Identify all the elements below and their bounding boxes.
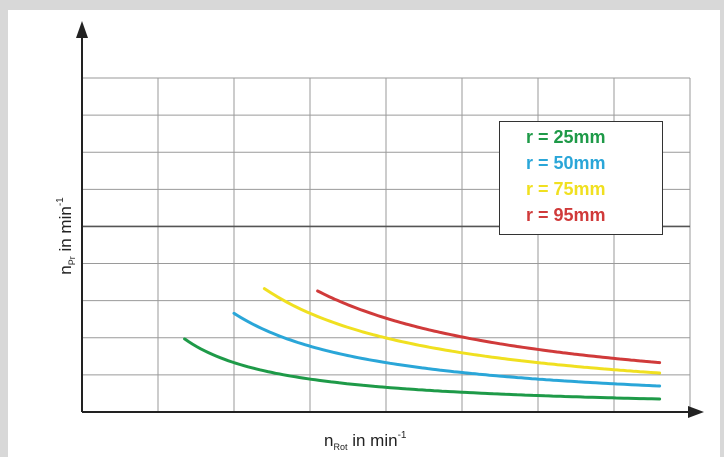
y-axis-title-sup: -1 <box>55 197 66 207</box>
x-axis-title-sub: Rot <box>333 442 348 452</box>
x-axis-title-text: in min <box>347 431 398 450</box>
x-axis-title: nRot in min-1 <box>324 430 406 452</box>
y-axis-title-text: in min <box>56 206 75 257</box>
axes <box>76 21 704 418</box>
x-axis-title-sup: -1 <box>397 430 407 441</box>
series-line-2 <box>232 311 662 388</box>
x-axis-arrow <box>688 406 704 418</box>
y-axis-title-base: n <box>56 265 75 275</box>
legend-item-r95: r = 95mm <box>526 205 606 225</box>
y-axis-title-sub: Pr <box>67 256 77 266</box>
x-axis-title-base: n <box>324 431 334 450</box>
y-axis-title: nPr in min-1 <box>55 197 77 274</box>
series-line-3 <box>262 287 662 375</box>
legend-item-r25: r = 25mm <box>526 127 606 147</box>
legend-item-r75: r = 75mm <box>526 179 606 199</box>
chart-frame: nRot in min-1 nPr in min-1 r = 25mm r = … <box>8 10 720 457</box>
series-line-4 <box>316 289 662 365</box>
series-line-1 <box>183 337 662 401</box>
y-axis-arrow <box>76 21 88 38</box>
curves <box>183 287 662 401</box>
legend: r = 25mm r = 50mm r = 75mm r = 95mm <box>499 121 663 235</box>
legend-item-r50: r = 50mm <box>526 153 606 173</box>
